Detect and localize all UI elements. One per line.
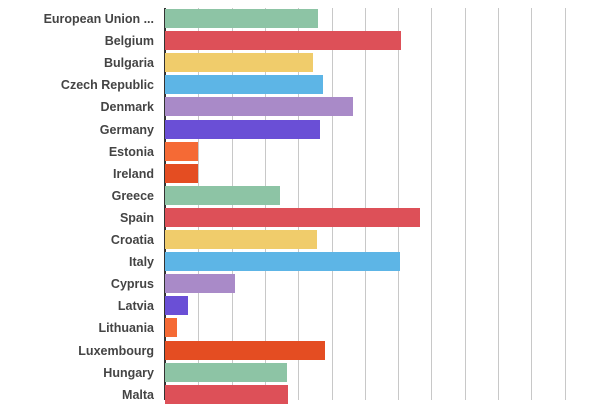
bar[interactable]: [165, 274, 235, 294]
bar[interactable]: [165, 75, 324, 95]
category-label: Cyprus: [110, 277, 154, 292]
bar[interactable]: [165, 230, 317, 249]
category-label: European Union ...: [43, 12, 154, 26]
bar[interactable]: [165, 53, 314, 73]
gridline: [431, 8, 433, 400]
gridline: [364, 8, 366, 400]
category-label: Estonia: [108, 144, 154, 159]
category-label: Lithuania: [98, 321, 154, 336]
bar[interactable]: [165, 141, 199, 161]
category-label: Spain: [119, 210, 154, 225]
bar[interactable]: [165, 97, 354, 117]
category-label: Italy: [128, 255, 154, 270]
category-label: Belgium: [104, 34, 154, 49]
gridline: [531, 8, 533, 400]
bar[interactable]: [165, 252, 400, 272]
gridline: [298, 8, 300, 400]
category-label: Germany: [99, 122, 154, 137]
gridline: [331, 8, 333, 400]
gridline: [564, 8, 566, 400]
category-label: Bulgaria: [103, 56, 154, 71]
bar[interactable]: [165, 384, 289, 404]
gridline: [464, 8, 466, 400]
bar[interactable]: [165, 296, 189, 316]
bar[interactable]: [165, 340, 325, 360]
category-label: Malta: [122, 387, 154, 402]
category-label: Croatia: [110, 233, 154, 247]
bar[interactable]: [165, 318, 177, 338]
bar[interactable]: [165, 119, 320, 139]
bar[interactable]: [165, 31, 402, 51]
category-label: Greece: [111, 188, 154, 203]
bar[interactable]: [165, 9, 319, 28]
gridline: [398, 8, 400, 400]
gridline: [498, 8, 499, 400]
category-label: Hungary: [103, 365, 154, 380]
category-label: Latvia: [117, 299, 154, 314]
category-label: Denmark: [100, 100, 155, 115]
bar[interactable]: [165, 362, 287, 382]
bar[interactable]: [165, 185, 280, 205]
category-label: Luxembourg: [78, 343, 154, 358]
category-label: Czech Republic: [60, 78, 154, 93]
bar[interactable]: [165, 163, 199, 183]
bar[interactable]: [165, 207, 420, 227]
category-label: Ireland: [113, 166, 154, 181]
